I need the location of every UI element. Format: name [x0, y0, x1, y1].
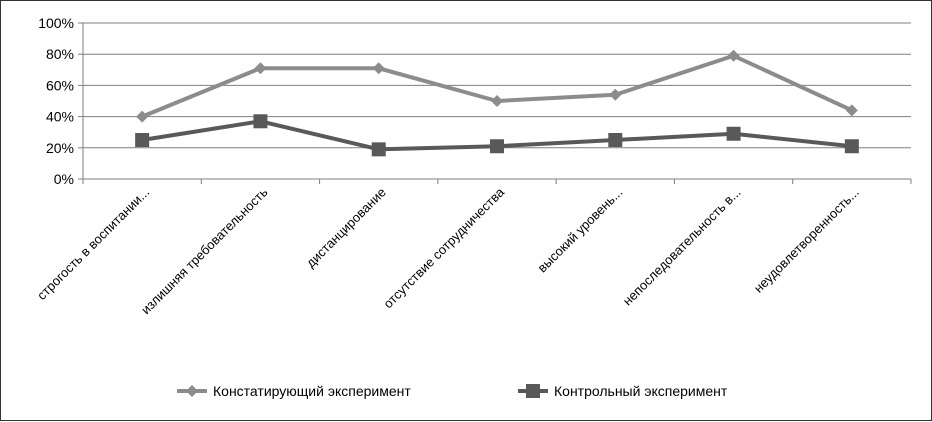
data-point-diamond	[727, 49, 740, 62]
x-tick-label: непоследовательность в...	[620, 185, 744, 309]
y-tick-label: 0%	[54, 171, 74, 187]
y-tick-label: 20%	[46, 140, 74, 156]
series-line	[141, 53, 853, 119]
x-tick-label: высокий уровень...	[535, 185, 626, 276]
y-axis-ticks: 0% 20% 40% 60% 80% 100%	[38, 15, 83, 187]
series-group	[135, 114, 859, 157]
y-tick-label: 80%	[46, 46, 74, 62]
data-point-diamond	[372, 62, 385, 75]
legend: Констатирующий эксперимент Контрольный эк…	[177, 383, 728, 399]
series-group	[136, 49, 858, 123]
legend-label: Контрольный эксперимент	[554, 383, 728, 399]
data-point-square	[371, 142, 386, 157]
data-point-diamond	[254, 62, 267, 75]
data-point-diamond	[186, 385, 198, 397]
legend-label: Констатирующий эксперимент	[213, 383, 411, 399]
data-point-square	[608, 133, 623, 147]
x-axis-ticks: строгость в воспитании...излишняя требов…	[34, 179, 912, 317]
data-point-square	[253, 114, 268, 129]
data-point-square	[490, 139, 504, 154]
x-tick-label: строгость в воспитании...	[34, 185, 152, 303]
y-tick-label: 40%	[46, 109, 74, 125]
legend-item: Констатирующий эксперимент	[177, 383, 411, 399]
data-point-diamond	[136, 110, 149, 123]
x-tick-label: дистанцирование	[303, 185, 389, 271]
data-series	[135, 49, 859, 157]
y-tick-label: 60%	[46, 77, 74, 93]
axes	[82, 23, 911, 180]
data-point-diamond	[491, 95, 503, 107]
data-point-diamond	[609, 88, 622, 101]
legend-item: Контрольный эксперимент	[518, 383, 728, 399]
data-point-square	[726, 126, 741, 141]
data-point-square	[135, 133, 150, 147]
data-point-square	[844, 139, 859, 154]
y-tick-label: 100%	[38, 15, 74, 31]
data-point-diamond	[845, 104, 858, 117]
data-point-square	[526, 384, 540, 398]
x-tick-label: излишняя требовательность	[138, 184, 271, 317]
x-tick-label: отсутствие сотрудничества	[380, 184, 507, 311]
x-tick-label: неудовлетворенность...	[751, 185, 862, 296]
